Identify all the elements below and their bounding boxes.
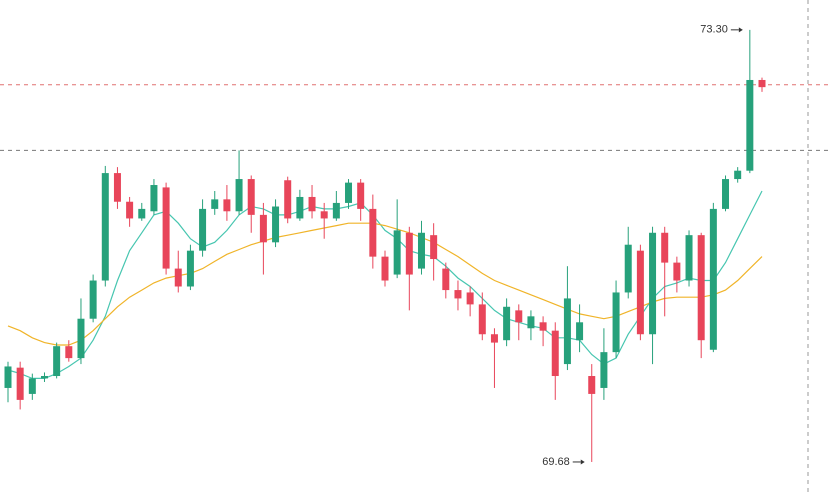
candle-body	[369, 208, 377, 257]
candle-body	[332, 202, 340, 219]
candle-body	[296, 196, 304, 219]
candle-body	[600, 352, 608, 388]
candle-body	[734, 170, 742, 180]
candle-body	[746, 79, 754, 171]
candle-body	[393, 230, 401, 275]
candle-body	[199, 208, 207, 251]
candle-body	[503, 306, 511, 341]
candle-body	[259, 214, 267, 243]
candle-body	[490, 334, 498, 343]
candle-body	[357, 182, 365, 209]
candle-body	[661, 232, 669, 263]
candle-body	[417, 232, 425, 269]
candle-body	[551, 330, 559, 377]
candle-body	[722, 179, 730, 209]
candle-body	[697, 235, 705, 341]
candle-body	[612, 292, 620, 353]
candle-body	[174, 268, 182, 287]
moving-average-line	[7, 222, 763, 346]
candle-body	[186, 250, 194, 287]
candle-body	[576, 322, 584, 341]
candle-body	[16, 367, 24, 400]
candle-body	[101, 173, 109, 281]
candle-body	[162, 187, 170, 269]
candle-body	[113, 173, 121, 202]
candle-body	[211, 199, 219, 209]
candle-body	[284, 180, 292, 219]
candle-body	[563, 298, 571, 365]
candle-body	[223, 199, 231, 212]
candle-body	[588, 376, 596, 394]
candle-body	[320, 211, 328, 219]
annotation-arrowhead	[580, 459, 585, 465]
candle-body	[308, 196, 316, 212]
candle-body	[430, 235, 438, 260]
candle-body	[466, 292, 474, 305]
candle-body	[126, 201, 134, 219]
candle-body	[150, 185, 158, 212]
annotation-label: 69.68	[542, 456, 570, 468]
candle-body	[235, 179, 243, 212]
candle-body	[40, 376, 48, 379]
candle-body	[515, 310, 523, 323]
candle-body	[272, 206, 280, 243]
candle-body	[77, 318, 85, 359]
candle-body	[442, 268, 450, 291]
candle-body	[685, 235, 693, 281]
candle-body	[381, 256, 389, 281]
annotation-label: 73.30	[700, 24, 728, 36]
candle-body	[89, 280, 97, 319]
moving-average-line	[7, 190, 763, 379]
candle-body	[28, 378, 36, 394]
candle-body	[454, 290, 462, 299]
candle-body	[709, 208, 717, 350]
candle-body	[649, 232, 657, 335]
candle-body	[405, 232, 413, 275]
candle-body	[539, 322, 547, 331]
candle-body	[478, 304, 486, 335]
candle-body	[53, 346, 61, 377]
candle-body	[65, 346, 73, 359]
candle-body	[636, 250, 644, 335]
candle-body	[345, 182, 353, 203]
candle-body	[673, 262, 681, 281]
candle-body	[4, 366, 12, 388]
candle-body	[758, 79, 766, 88]
candle-body	[527, 316, 535, 329]
candle-body	[138, 208, 146, 219]
candle-body	[624, 244, 632, 293]
candle-body	[247, 179, 255, 215]
annotation-arrowhead	[738, 27, 743, 33]
